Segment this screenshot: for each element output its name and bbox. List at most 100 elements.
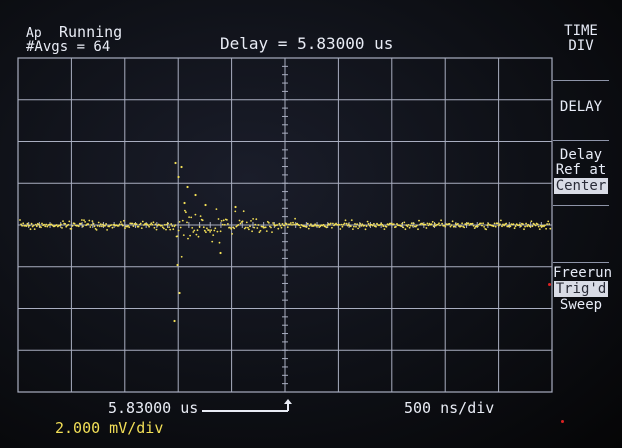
trace-point (480, 223, 482, 225)
trace-point (417, 228, 419, 230)
trace-point (171, 225, 173, 227)
trace-point (310, 223, 312, 225)
trace-point (149, 224, 151, 226)
trace-point (165, 229, 167, 231)
trace-point (539, 228, 541, 230)
trace-point (105, 223, 107, 225)
trace-point (360, 225, 362, 227)
trace-point (468, 222, 470, 224)
trace-point (505, 223, 507, 225)
trace-point (124, 227, 126, 229)
trace-point (61, 227, 63, 229)
softkey-delay[interactable]: DELAY (553, 100, 609, 130)
trace-point (83, 219, 85, 221)
trace-point (332, 223, 334, 225)
trace-point (219, 242, 221, 244)
trace-point (382, 225, 384, 227)
trace-point (441, 223, 443, 225)
trace-point (22, 222, 24, 224)
trace-point (368, 223, 370, 225)
trace-point (407, 226, 409, 228)
trace-point (549, 228, 551, 230)
trace-point (120, 221, 122, 223)
trace-point (161, 225, 163, 227)
trace-point (367, 221, 369, 223)
trace-point (384, 228, 386, 230)
trace-point (93, 223, 95, 225)
trace-point (84, 221, 86, 223)
trace-point (40, 226, 42, 228)
trace-point (238, 224, 240, 226)
trace-point (195, 214, 197, 216)
trace-point (258, 224, 260, 226)
trace-point (342, 226, 344, 228)
trace-point (400, 225, 402, 227)
trace-point (424, 224, 426, 226)
trace-point (196, 234, 198, 236)
trace-point (206, 227, 208, 229)
trace-point (253, 227, 255, 229)
trace-point (463, 227, 465, 229)
trace-point (242, 220, 244, 222)
trace-point (217, 231, 219, 233)
trace-point (180, 227, 182, 229)
trace-point (81, 219, 83, 221)
trace-point (177, 235, 179, 237)
trace-point (222, 224, 224, 226)
trace-outlier (178, 292, 180, 294)
trace-point (67, 224, 69, 226)
trace-point (256, 227, 258, 229)
trace-point (546, 223, 548, 225)
trace-point (434, 223, 436, 225)
trace-point (268, 222, 270, 224)
trace-point (91, 224, 93, 226)
trace-point (56, 224, 58, 226)
trace-point (97, 225, 99, 227)
softkey-label: Delay (553, 148, 609, 163)
trace-point (231, 233, 233, 235)
trace-point (308, 228, 310, 230)
trace-point (356, 223, 358, 225)
trace-point (140, 223, 142, 225)
trace-point (203, 226, 205, 228)
trace-point (185, 211, 187, 213)
trace-point (208, 229, 210, 231)
trace-point (138, 226, 140, 228)
trace-point (153, 221, 155, 223)
trace-point (226, 219, 228, 221)
trace-outlier (194, 194, 196, 196)
trace-point (254, 224, 256, 226)
softkey-time-div[interactable]: TIME DIV (553, 24, 609, 74)
trace-point (271, 231, 273, 233)
trace-point (187, 238, 189, 240)
trace-point (523, 228, 525, 230)
trace-point (193, 230, 195, 232)
trace-point (198, 236, 200, 238)
trace-point (294, 218, 296, 220)
softkey-sweep-mode[interactable]: Freerun Trig'd Sweep (553, 266, 609, 326)
softkey-delay-ref[interactable]: Delay Ref at Center (553, 148, 609, 203)
trace-point (213, 230, 215, 232)
trace-point (223, 219, 225, 221)
trace-point (300, 227, 302, 229)
trace-point (439, 225, 441, 227)
trace-point (260, 230, 262, 232)
trace-point (524, 226, 526, 228)
trace-point (410, 225, 412, 227)
trace-point (172, 228, 174, 230)
trace-point (449, 223, 451, 225)
trace-point (156, 229, 158, 231)
trace-point (202, 219, 204, 221)
trace-point (239, 220, 241, 222)
trace-point (112, 227, 114, 229)
trace-point (532, 225, 534, 227)
softkey-label: Sweep (553, 298, 609, 313)
trace-point (35, 224, 37, 226)
trace-point (148, 226, 150, 228)
trace-point (538, 226, 540, 228)
trace-point (119, 223, 121, 225)
trace-point (221, 220, 223, 222)
trace-point (31, 223, 33, 225)
trace-point (510, 226, 512, 228)
